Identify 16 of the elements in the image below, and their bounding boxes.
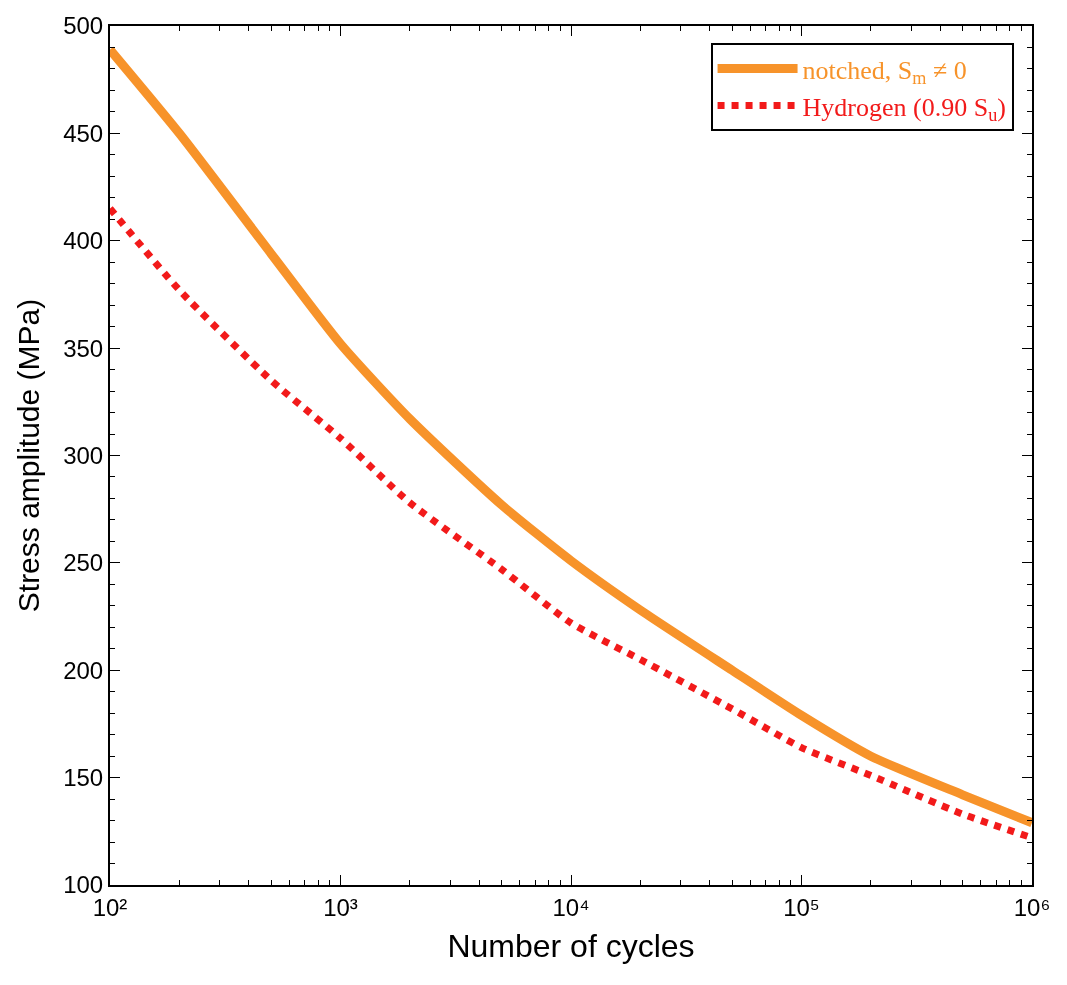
x-tick-label: 10⁵ bbox=[783, 893, 820, 921]
y-tick-label: 250 bbox=[63, 549, 104, 577]
y-tick-label: 350 bbox=[63, 334, 104, 362]
y-tick-label: 200 bbox=[63, 656, 104, 684]
x-tick-label: 10⁶ bbox=[1013, 893, 1051, 921]
x-tick-label: 10⁴ bbox=[552, 893, 590, 921]
legend-label: notched, S$_{m}$ ≠ 0 bbox=[802, 55, 967, 89]
y-tick-label: 450 bbox=[63, 119, 104, 147]
legend-label: Hydrogen (0.90 S$_{u}$) bbox=[802, 92, 1006, 125]
x-axis-title: Number of cycles bbox=[447, 928, 695, 965]
y-tick-label: 400 bbox=[63, 227, 104, 255]
y-tick-label: 500 bbox=[63, 12, 104, 40]
y-axis-title: Stress amplitude (MPa) bbox=[11, 298, 45, 613]
x-tick-label: 10³ bbox=[323, 893, 358, 921]
y-tick-label: 150 bbox=[63, 764, 104, 792]
y-tick-label: 300 bbox=[63, 441, 104, 469]
